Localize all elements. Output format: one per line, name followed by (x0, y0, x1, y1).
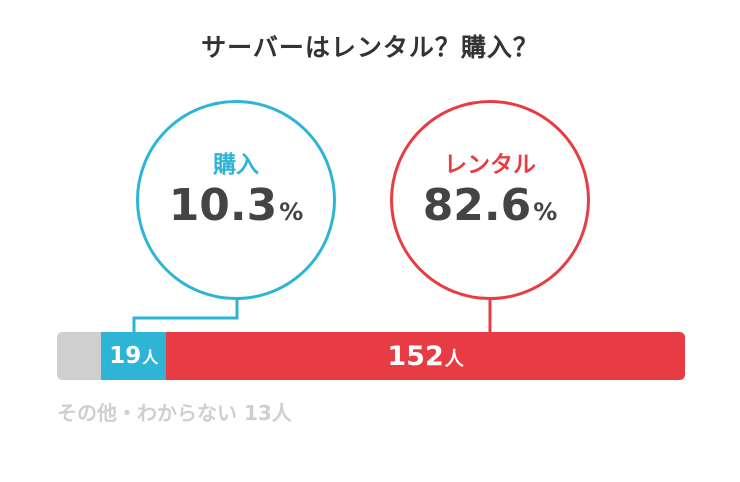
purchase-label: 購入 (213, 152, 259, 178)
purchase-count-value: 19 (109, 343, 142, 369)
bar-segment-purchase: 19人 (101, 332, 167, 380)
stacked-bar: 19人 152人 (57, 332, 685, 380)
bar-segment-rental: 152人 (166, 332, 685, 380)
rental-count-value: 152 (387, 340, 444, 372)
purchase-circle: 購入 10.3% (136, 100, 336, 300)
purchase-percent-unit: % (279, 198, 304, 226)
chart-title: サーバーはレンタル？購入？ (201, 33, 539, 62)
rental-percent-unit: % (533, 198, 558, 226)
rental-percent-value: 82.6 (422, 180, 532, 231)
purchase-percent-value: 10.3 (168, 180, 278, 231)
bar-segment-other (57, 332, 102, 380)
purchase-count-label: 19人 (109, 343, 158, 369)
purchase-connector (132, 298, 239, 334)
other-label: その他・わからない 13人 (57, 401, 292, 425)
purchase-percent: 10.3% (139, 179, 333, 239)
rental-circle: レンタル 82.6% (390, 100, 590, 300)
rental-label: レンタル (444, 152, 536, 178)
purchase-count-unit: 人 (142, 348, 159, 367)
rental-count-unit: 人 (444, 347, 464, 370)
rental-count-label: 152人 (387, 341, 463, 372)
rental-percent: 82.6% (393, 179, 587, 239)
